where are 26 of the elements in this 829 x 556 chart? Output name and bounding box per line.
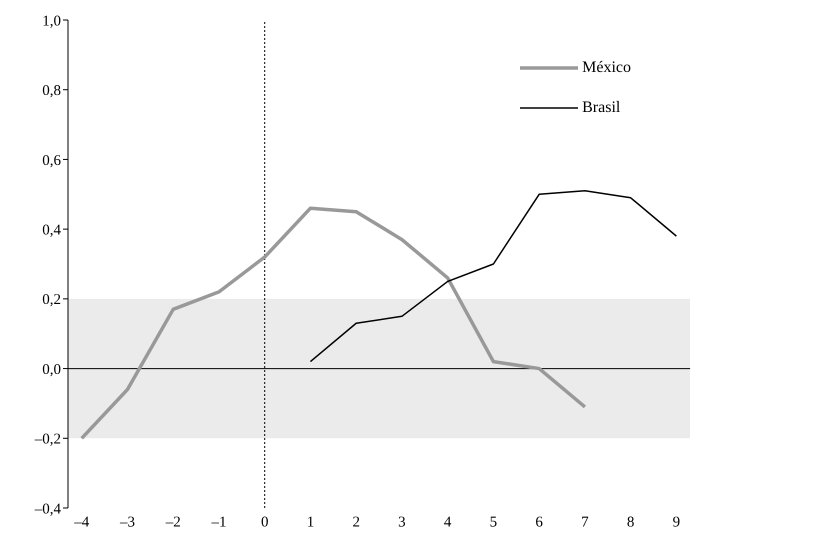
x-tick-label: 0 <box>260 514 268 531</box>
y-tick-label: –0,2 <box>34 432 61 448</box>
x-tick-label: 7 <box>581 514 590 531</box>
y-tick-label: 0,6 <box>42 152 62 169</box>
x-tick-label: –4 <box>73 514 90 531</box>
x-tick-label: 4 <box>444 514 452 531</box>
legend-label: Brasil <box>582 99 620 117</box>
x-tick-label: 2 <box>352 514 360 531</box>
y-tick-label: 1,0 <box>42 13 61 30</box>
x-tick-label: 1 <box>306 514 314 531</box>
y-tick-label: 0,2 <box>42 292 61 308</box>
x-tick-label: 9 <box>672 514 680 531</box>
x-tick-label: –1 <box>210 514 226 531</box>
y-tick-label: 0,4 <box>42 222 62 238</box>
line-series <box>310 190 678 362</box>
x-tick-label: 6 <box>535 514 544 531</box>
legend-label: México <box>582 59 631 77</box>
x-tick-label: –3 <box>118 514 135 531</box>
x-tick-label: 3 <box>398 514 406 531</box>
line-series <box>80 206 587 440</box>
y-tick-label: 0,0 <box>42 362 61 378</box>
x-tick-label: –2 <box>164 514 181 531</box>
y-tick-label: –0,4 <box>34 501 62 518</box>
y-tick-label: 0,8 <box>42 83 61 100</box>
x-tick-label: 5 <box>490 514 498 531</box>
x-tick-label: 8 <box>626 514 634 531</box>
